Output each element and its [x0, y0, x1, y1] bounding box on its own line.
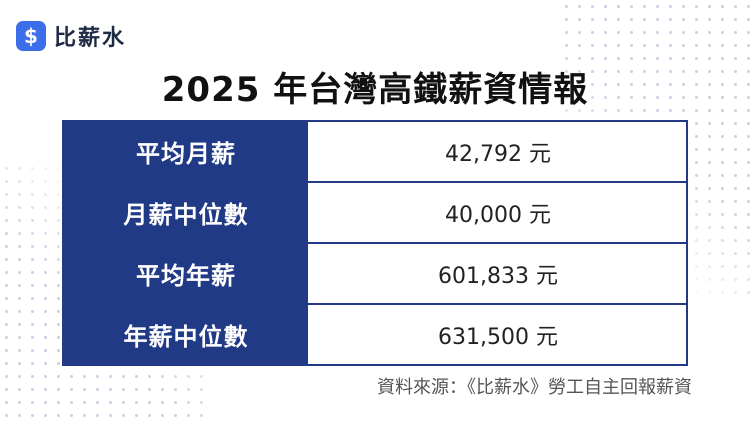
dollar-icon: $ [16, 21, 46, 51]
table-row: 平均年薪 601,833 元 [64, 244, 686, 305]
row-value: 601,833 元 [310, 244, 686, 303]
table-row: 月薪中位數 40,000 元 [64, 183, 686, 244]
brand-logo: $ 比薪水 [16, 20, 126, 52]
row-label: 年薪中位數 [64, 305, 310, 364]
brand-name: 比薪水 [54, 26, 127, 51]
data-source-note: 資料來源：《比薪水》勞工自主回報薪資 [377, 377, 692, 398]
row-value: 40,000 元 [310, 183, 686, 242]
page-title: 2025 年台灣高鐵薪資情報 [161, 70, 589, 110]
table-row: 年薪中位數 631,500 元 [64, 305, 686, 364]
row-value: 42,792 元 [310, 122, 686, 181]
row-label: 月薪中位數 [64, 183, 310, 242]
salary-table: 平均月薪 42,792 元 月薪中位數 40,000 元 平均年薪 601,83… [62, 120, 688, 366]
table-row: 平均月薪 42,792 元 [64, 122, 686, 183]
row-label: 平均月薪 [64, 122, 310, 181]
row-value: 631,500 元 [310, 305, 686, 364]
row-label: 平均年薪 [64, 244, 310, 303]
